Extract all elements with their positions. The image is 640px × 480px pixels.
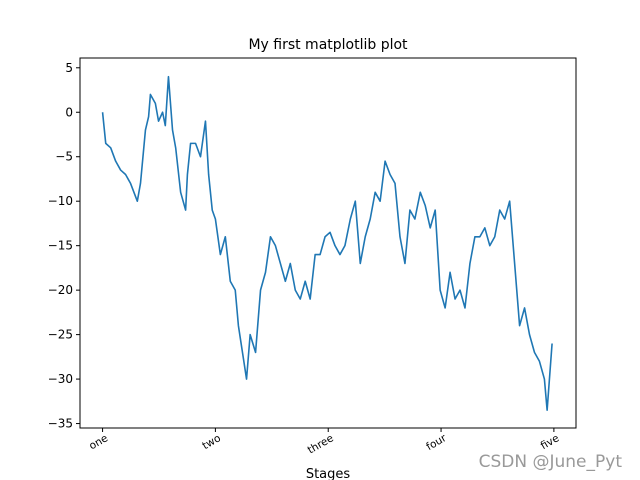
x-tick-label: four — [424, 432, 449, 453]
y-tick-label: −30 — [48, 372, 73, 386]
x-tick-label: two — [200, 432, 223, 452]
x-tick-label: one — [87, 432, 110, 452]
y-tick-label: −5 — [55, 150, 73, 164]
y-tick-label: −15 — [48, 239, 73, 253]
watermark: CSDN @June_Pyt — [479, 452, 623, 472]
chart-title: My first matplotlib plot — [248, 37, 408, 53]
x-axis-label: Stages — [306, 467, 351, 480]
x-tick-label: three — [306, 432, 336, 456]
y-tick-label: −25 — [48, 328, 73, 342]
axes-frame — [79, 57, 577, 429]
y-tick-label: −10 — [48, 194, 73, 208]
line-series — [101, 75, 553, 412]
x-tick-label: five — [539, 432, 562, 452]
y-tick-label: 5 — [65, 61, 73, 75]
y-tick-label: −35 — [48, 417, 73, 431]
y-tick-label: −20 — [48, 283, 73, 297]
y-tick-label: 0 — [65, 105, 73, 119]
